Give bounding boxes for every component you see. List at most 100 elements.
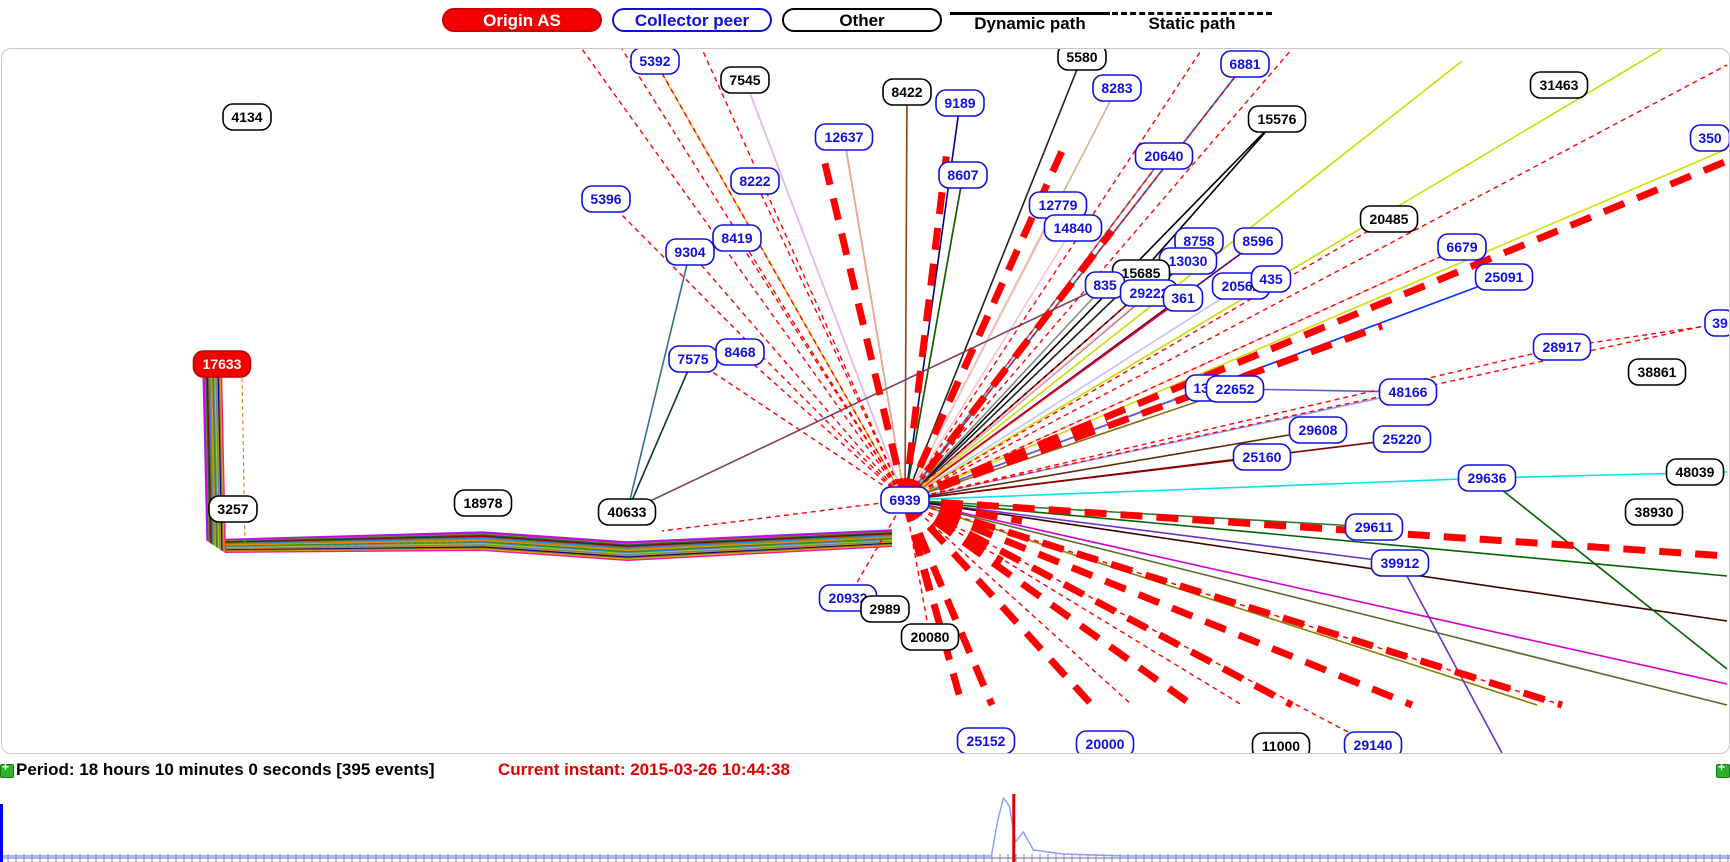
as-node-label: 20932 (829, 590, 868, 606)
as-node-peer[interactable]: 25160 (1232, 443, 1292, 471)
expand-left-icon[interactable] (0, 760, 14, 778)
as-node-peer[interactable]: 5396 (581, 185, 631, 213)
as-node-other[interactable]: 20485 (1359, 205, 1419, 233)
timeline-current-marker[interactable] (1012, 794, 1016, 862)
as-node-peer[interactable]: 7575 (668, 345, 718, 373)
as-node-box (935, 89, 985, 117)
as-node-peer[interactable]: 8222 (730, 167, 780, 195)
as-node-label: 15685 (1122, 265, 1161, 281)
as-node-peer[interactable]: 39912 (1370, 549, 1430, 577)
timeline[interactable] (0, 782, 1730, 862)
dynamic-path-line (904, 118, 1278, 501)
static-path-line (904, 246, 1463, 501)
as-node-box (938, 161, 988, 189)
as-node-box (1057, 49, 1107, 71)
bundle-path-line (220, 368, 893, 562)
as-node-other[interactable]: 8422 (882, 78, 932, 106)
timeline-start-marker[interactable] (0, 804, 3, 862)
static-path-line (661, 499, 906, 532)
as-node-peer[interactable]: 6679 (1437, 233, 1487, 261)
expand-right-icon[interactable] (1716, 760, 1730, 778)
graph-panel[interactable]: 17633 3257 18978 40633 6939 4134 5392 7545 8422 5… (1, 48, 1730, 754)
as-node-label: 361 (1171, 290, 1195, 306)
as-node-box (1232, 443, 1292, 471)
as-node-box (581, 185, 631, 213)
as-node-peer[interactable]: 6881 (1220, 50, 1270, 78)
as-node-label: 39912 (1381, 555, 1420, 571)
as-node-peer[interactable]: 48166 (1378, 378, 1438, 406)
as-node-peer[interactable]: 9304 (665, 238, 715, 266)
as-path-graph[interactable]: 17633 3257 18978 40633 6939 4134 5392 7545 8422 5… (2, 49, 1729, 753)
as-node-box (1343, 731, 1403, 753)
as-node-other[interactable]: 38930 (1624, 498, 1684, 526)
as-node-label: 38861 (1638, 364, 1677, 380)
as-node-box (222, 103, 272, 131)
current-instant-text: Current instant: 2015-03-26 10:44:38 (498, 760, 790, 779)
bundle-path-line (219, 368, 893, 560)
as-node-peer[interactable]: 28917 (1532, 333, 1592, 361)
as-node-peer[interactable]: 8468 (715, 338, 765, 366)
as-node-peer[interactable]: 12779 (1028, 191, 1088, 219)
as-node-other[interactable]: 15576 (1247, 105, 1307, 133)
as-node-other[interactable]: 38861 (1627, 358, 1687, 386)
as-node-other[interactable]: 40633 (597, 498, 657, 526)
as-node-label: 40633 (608, 504, 647, 520)
as-node-peer[interactable]: 12637 (814, 123, 874, 151)
as-node-peer[interactable]: 6939 (880, 486, 930, 514)
as-node-peer[interactable]: 14840 (1043, 214, 1103, 242)
as-node-peer[interactable]: 20000 (1075, 730, 1135, 753)
as-node-other[interactable]: 48039 (1665, 458, 1725, 486)
as-node-other[interactable]: 31463 (1529, 71, 1589, 99)
as-node-peer[interactable]: 29140 (1343, 731, 1403, 753)
bundle-path-line (215, 368, 893, 556)
as-node-label: 48039 (1676, 464, 1715, 480)
dynamic-path-line (904, 499, 1728, 577)
as-node-peer[interactable]: 29636 (1457, 464, 1517, 492)
as-node-other[interactable]: 20080 (900, 623, 960, 651)
as-node-label: 8283 (1101, 80, 1132, 96)
as-node-other[interactable]: 11000 (1251, 732, 1311, 753)
as-node-other[interactable]: 5580 (1057, 49, 1107, 71)
as-node-peer[interactable]: 8607 (938, 161, 988, 189)
as-node-peer[interactable]: 20640 (1134, 142, 1194, 170)
dynamic-path-line (904, 285, 1242, 501)
as-node-peer[interactable]: 435 (1250, 265, 1292, 293)
as-node-peer[interactable]: 8283 (1092, 74, 1142, 102)
as-node-peer[interactable]: 361 (1162, 284, 1204, 312)
as-node-other[interactable]: 2989 (860, 595, 910, 623)
as-node-peer[interactable]: 25220 (1372, 425, 1432, 453)
as-node-peer[interactable]: 350 (1689, 124, 1730, 152)
as-node-peer[interactable]: 22652 (1205, 375, 1265, 403)
as-node-peer[interactable]: 29611 (1344, 513, 1404, 541)
as-node-other[interactable]: 7545 (720, 66, 770, 94)
as-node-peer[interactable]: 29608 (1288, 416, 1348, 444)
as-node-label: 12779 (1039, 197, 1078, 213)
as-node-peer[interactable]: 835 (1084, 271, 1126, 299)
as-node-peer[interactable]: 8419 (712, 224, 762, 252)
dynamic-path-line (904, 477, 1488, 501)
as-node-peer[interactable]: 39 (1704, 309, 1729, 337)
as-node-label: 25152 (967, 733, 1006, 749)
as-node-peer[interactable]: 13030 (1158, 247, 1218, 275)
as-node-label: 8607 (947, 167, 978, 183)
dynamic-path-line (904, 155, 1165, 501)
as-node-box (860, 595, 910, 623)
as-node-peer[interactable]: 25152 (956, 727, 1016, 753)
as-node-peer[interactable]: 8596 (1233, 227, 1283, 255)
as-node-box (712, 224, 762, 252)
as-node-box (1474, 263, 1534, 291)
as-node-peer[interactable]: 5392 (630, 49, 680, 75)
as-node-box (900, 623, 960, 651)
as-node-other[interactable]: 18978 (453, 489, 513, 517)
as-node-other[interactable]: 4134 (222, 103, 272, 131)
as-node-origin[interactable]: 17633 (192, 350, 252, 378)
as-node-label: 12637 (825, 129, 864, 145)
legend-bar: Origin AS Collector peer Other Dynamic p… (0, 0, 1730, 40)
static-path-line (902, 497, 1095, 708)
as-node-label: 4134 (231, 109, 262, 125)
as-node-other[interactable]: 3257 (208, 495, 258, 523)
as-node-box (1344, 513, 1404, 541)
as-node-peer[interactable]: 9189 (935, 89, 985, 117)
as-node-peer[interactable]: 25091 (1474, 263, 1534, 291)
as-node-label: 6881 (1229, 56, 1260, 72)
